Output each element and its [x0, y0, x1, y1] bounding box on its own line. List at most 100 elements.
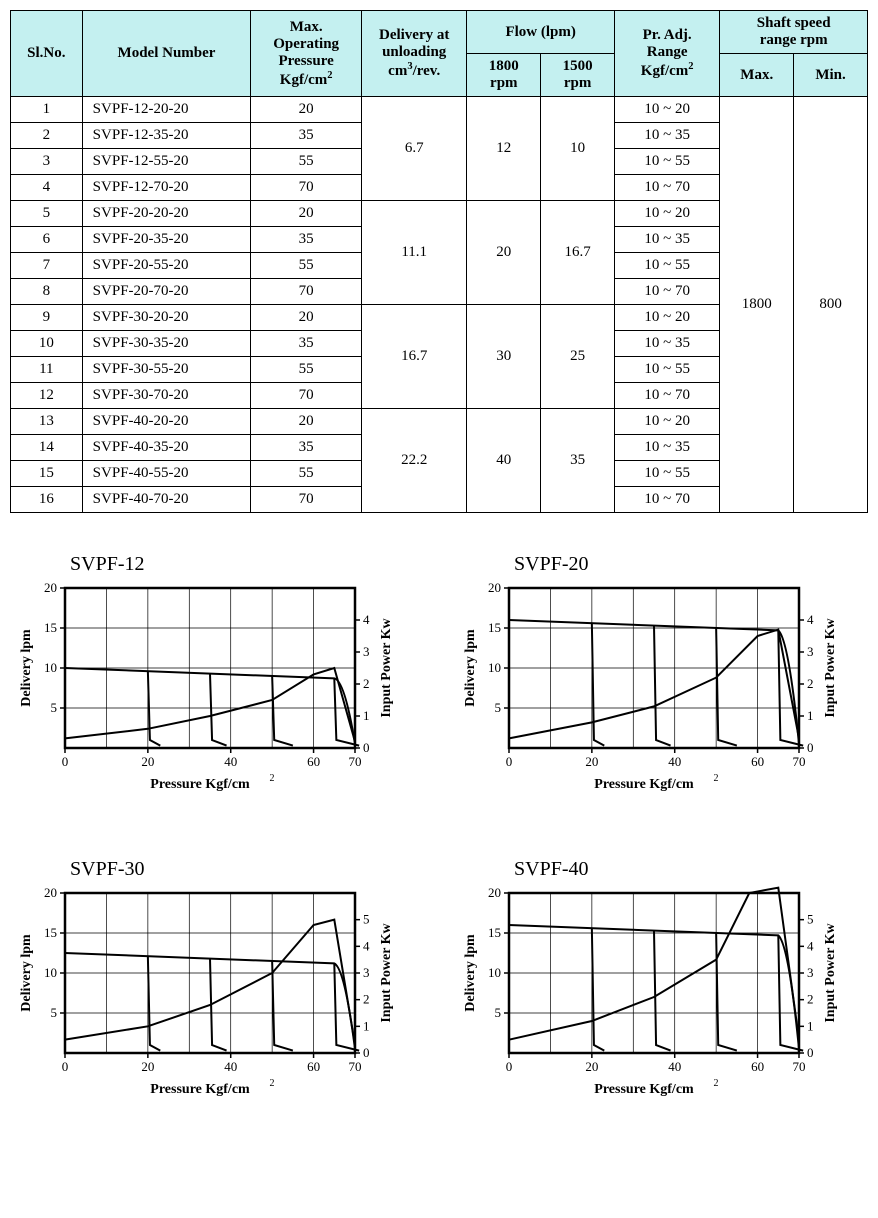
svg-text:1: 1 — [363, 1018, 370, 1033]
cell-pradj: 10 ~ 55 — [614, 357, 719, 383]
cell-slno: 8 — [11, 279, 83, 305]
cell-model: SVPF-20-55-20 — [82, 253, 251, 279]
svg-text:5: 5 — [363, 912, 370, 927]
svg-text:40: 40 — [224, 1059, 237, 1074]
svg-text:4: 4 — [807, 612, 814, 627]
svg-text:5: 5 — [51, 700, 58, 715]
svg-text:1: 1 — [363, 708, 370, 723]
svg-text:2: 2 — [807, 992, 814, 1007]
svg-text:15: 15 — [488, 620, 501, 635]
svg-text:Delivery lpm: Delivery lpm — [463, 629, 478, 707]
svg-text:Input Power Kw: Input Power Kw — [823, 617, 838, 717]
cell-delivery: 11.1 — [361, 201, 466, 305]
chart-svpf-40: SVPF-400204060705101520012345Pressure Kg… — [454, 858, 868, 1123]
chart-svg: 020406070510152001234Pressure Kgf/cm2Del… — [454, 578, 844, 818]
cell-pradj: 10 ~ 70 — [614, 279, 719, 305]
svg-text:3: 3 — [807, 644, 814, 659]
svg-text:4: 4 — [807, 938, 814, 953]
cell-pradj: 10 ~ 55 — [614, 149, 719, 175]
cell-maxop: 55 — [251, 149, 362, 175]
cell-maxop: 35 — [251, 331, 362, 357]
svg-text:2: 2 — [363, 992, 370, 1007]
svg-text:5: 5 — [495, 700, 502, 715]
cell-maxop: 20 — [251, 305, 362, 331]
svg-text:20: 20 — [44, 885, 57, 900]
th-1800rpm: 1800rpm — [467, 54, 541, 97]
svg-text:0: 0 — [506, 1059, 513, 1074]
cell-maxop: 70 — [251, 487, 362, 513]
svg-text:Pressure Kgf/cm: Pressure Kgf/cm — [594, 777, 694, 792]
svg-text:Pressure Kgf/cm: Pressure Kgf/cm — [150, 777, 250, 792]
svg-text:Input Power Kw: Input Power Kw — [823, 922, 838, 1022]
cell-pradj: 10 ~ 35 — [614, 331, 719, 357]
cell-flow1800: 12 — [467, 97, 541, 201]
cell-shaft-max: 1800 — [720, 97, 794, 513]
th-slno: Sl.No. — [11, 11, 83, 97]
cell-flow1500: 16.7 — [541, 201, 615, 305]
cell-flow1800: 40 — [467, 409, 541, 513]
cell-model: SVPF-20-70-20 — [82, 279, 251, 305]
svg-text:10: 10 — [44, 965, 57, 980]
svg-text:70: 70 — [349, 754, 362, 769]
cell-pradj: 10 ~ 70 — [614, 487, 719, 513]
cell-slno: 1 — [11, 97, 83, 123]
cell-model: SVPF-12-35-20 — [82, 123, 251, 149]
cell-maxop: 35 — [251, 435, 362, 461]
chart-svg: 020406070510152001234Pressure Kgf/cm2Del… — [10, 578, 400, 818]
chart-svpf-20: SVPF-20020406070510152001234Pressure Kgf… — [454, 553, 868, 818]
cell-model: SVPF-20-20-20 — [82, 201, 251, 227]
table-row: 1SVPF-12-20-20206.7121010 ~ 201800800 — [11, 97, 868, 123]
cell-delivery: 6.7 — [361, 97, 466, 201]
svg-text:15: 15 — [44, 925, 57, 940]
svg-text:0: 0 — [506, 754, 513, 769]
svg-text:1: 1 — [807, 1018, 814, 1033]
svg-text:2: 2 — [270, 773, 275, 784]
spec-table: Sl.No. Model Number Max. Operating Press… — [10, 10, 868, 513]
svg-text:5: 5 — [51, 1005, 58, 1020]
svg-text:0: 0 — [807, 740, 814, 755]
cell-model: SVPF-40-55-20 — [82, 461, 251, 487]
svg-text:5: 5 — [807, 912, 814, 927]
cell-slno: 13 — [11, 409, 83, 435]
svg-text:2: 2 — [714, 773, 719, 784]
svg-text:40: 40 — [668, 754, 681, 769]
svg-text:40: 40 — [668, 1059, 681, 1074]
cell-flow1800: 20 — [467, 201, 541, 305]
cell-slno: 3 — [11, 149, 83, 175]
cell-maxop: 55 — [251, 461, 362, 487]
svg-text:40: 40 — [224, 754, 237, 769]
svg-text:70: 70 — [793, 1059, 806, 1074]
cell-maxop: 55 — [251, 357, 362, 383]
cell-pradj: 10 ~ 20 — [614, 409, 719, 435]
cell-maxop: 70 — [251, 175, 362, 201]
cell-shaft-min: 800 — [794, 97, 868, 513]
svg-text:Delivery lpm: Delivery lpm — [463, 934, 478, 1012]
svg-text:3: 3 — [807, 965, 814, 980]
svg-text:1: 1 — [807, 708, 814, 723]
chart-title: SVPF-12 — [70, 553, 424, 576]
svg-text:20: 20 — [44, 580, 57, 595]
svg-text:Delivery lpm: Delivery lpm — [19, 629, 34, 707]
cell-maxop: 20 — [251, 409, 362, 435]
svg-text:10: 10 — [488, 965, 501, 980]
cell-slno: 11 — [11, 357, 83, 383]
chart-title: SVPF-20 — [514, 553, 868, 576]
cell-pradj: 10 ~ 70 — [614, 383, 719, 409]
chart-title: SVPF-40 — [514, 858, 868, 881]
svg-text:20: 20 — [141, 1059, 154, 1074]
cell-slno: 10 — [11, 331, 83, 357]
th-shaft: Shaft speed range rpm — [720, 11, 868, 54]
svg-text:3: 3 — [363, 965, 370, 980]
svg-text:60: 60 — [307, 754, 320, 769]
svg-text:0: 0 — [363, 1045, 370, 1060]
cell-pradj: 10 ~ 55 — [614, 253, 719, 279]
svg-text:15: 15 — [44, 620, 57, 635]
cell-flow1500: 25 — [541, 305, 615, 409]
cell-flow1800: 30 — [467, 305, 541, 409]
cell-model: SVPF-40-20-20 — [82, 409, 251, 435]
th-shaft-max: Max. — [720, 54, 794, 97]
cell-model: SVPF-12-20-20 — [82, 97, 251, 123]
svg-text:Input Power Kw: Input Power Kw — [379, 922, 394, 1022]
svg-text:70: 70 — [349, 1059, 362, 1074]
chart-svpf-12: SVPF-12020406070510152001234Pressure Kgf… — [10, 553, 424, 818]
